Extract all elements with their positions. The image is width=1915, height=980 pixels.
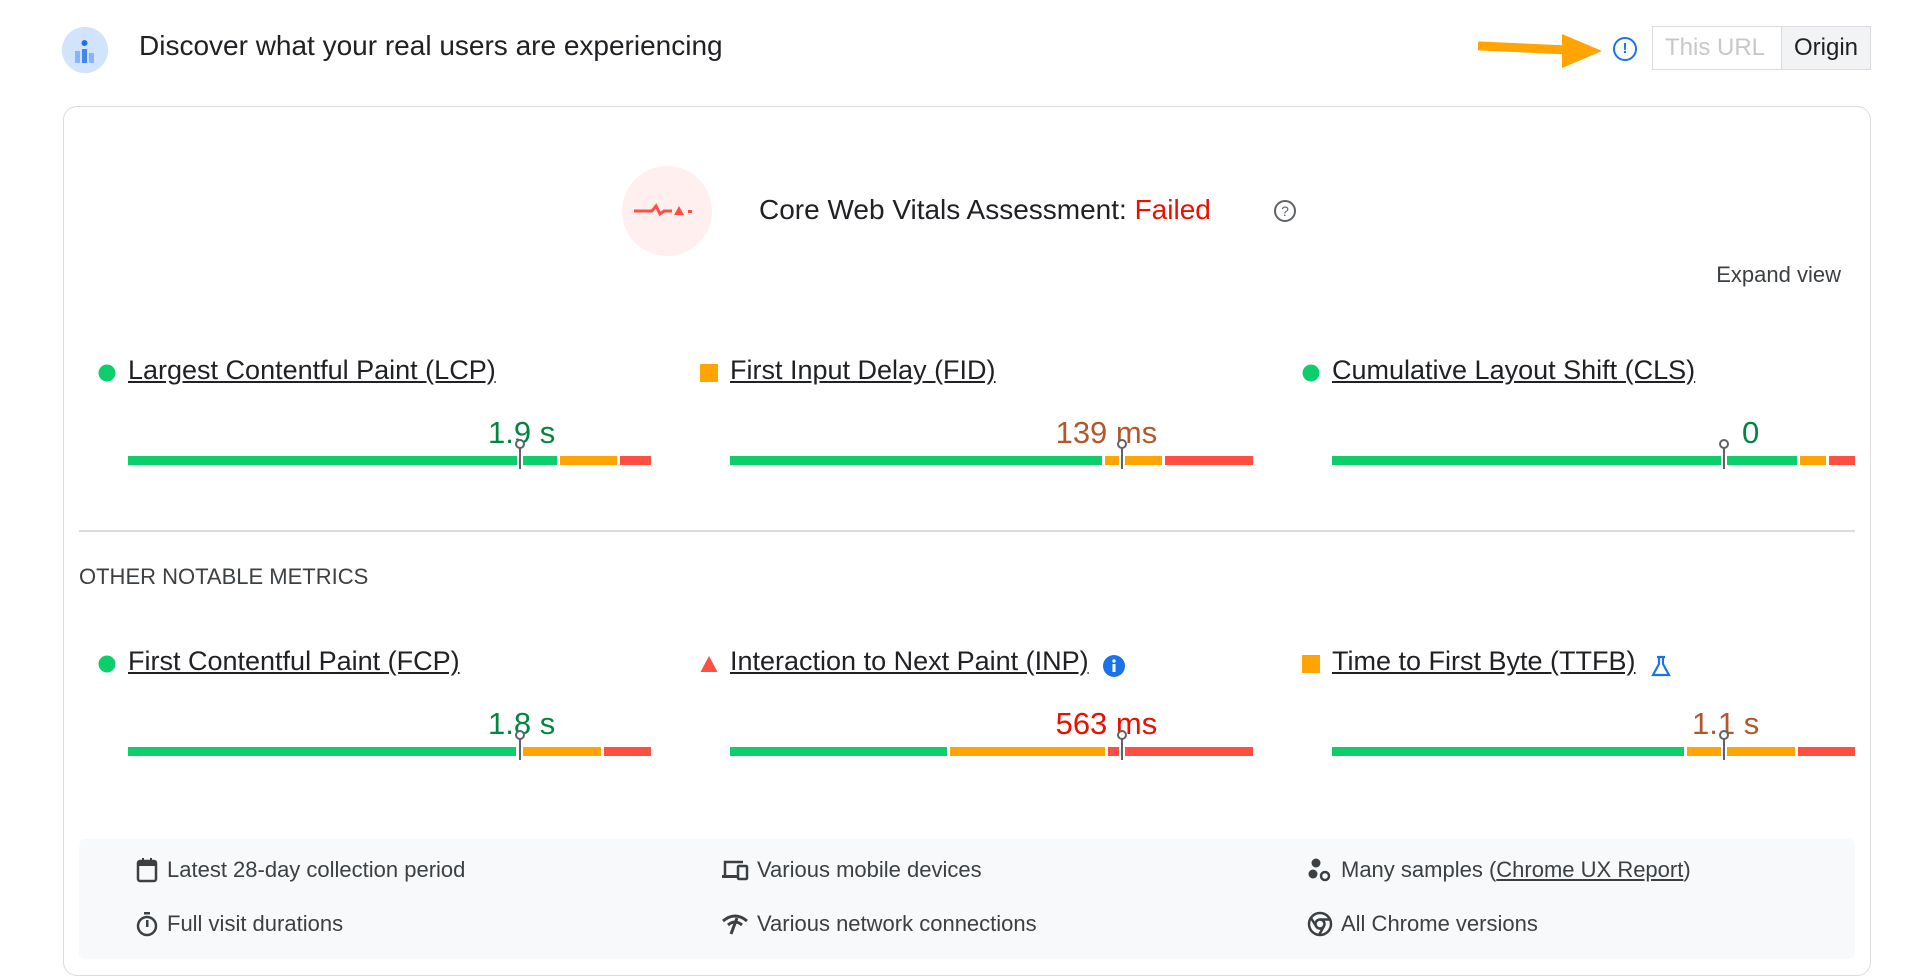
distribution-bar (128, 747, 651, 756)
tab-this-url[interactable]: This URL (1652, 26, 1782, 70)
percentile-marker (514, 730, 526, 760)
bar-segment-good (128, 456, 558, 465)
metric-label-row: Time to First Byte (TTFB) (1332, 646, 1672, 677)
samples-text: Many samples (Chrome UX Report) (1341, 857, 1691, 883)
calendar-icon (136, 858, 158, 883)
distribution-bar (730, 747, 1253, 756)
needs-improvement-square-icon (1302, 655, 1320, 673)
bar-segment-poor (604, 747, 651, 756)
network-icon (722, 914, 748, 935)
expand-view-link[interactable]: Expand view (1716, 262, 1841, 287)
assessment-label: Core Web Vitals Assessment: (759, 194, 1127, 225)
metric-label-row: First Contentful Paint (FCP) (128, 646, 460, 677)
data-info-panel: Latest 28-day collection period Full vis… (79, 839, 1855, 959)
bar-segment-needs-improvement (518, 747, 602, 756)
collection-text: Latest 28-day collection period (167, 857, 466, 882)
bar-segment-good (730, 456, 1103, 465)
divider (79, 530, 1855, 532)
percentile-marker (514, 439, 526, 469)
failed-assessment-icon (622, 166, 712, 256)
chrome-text: All Chrome versions (1341, 911, 1538, 936)
devices-text: Various mobile devices (757, 857, 982, 882)
help-icon[interactable]: ? (1274, 200, 1296, 222)
metric-label[interactable]: Largest Contentful Paint (LCP) (128, 355, 496, 385)
stopwatch-icon (136, 912, 158, 937)
devices: Various mobile devices (721, 857, 982, 883)
bar-segment-poor (1829, 456, 1855, 465)
network: Various network connections (721, 911, 1037, 937)
metric-label[interactable]: Cumulative Layout Shift (CLS) (1332, 355, 1696, 385)
samples-icon (1308, 858, 1331, 882)
network-text: Various network connections (757, 911, 1037, 936)
distribution-bar (1332, 456, 1855, 465)
percentile-marker (1116, 730, 1128, 760)
bar-segment-poor (619, 456, 651, 465)
bar-segment-poor (1798, 747, 1855, 756)
field-data-card (63, 106, 1871, 976)
bar-segment-good (128, 747, 516, 756)
bar-segment-needs-improvement (950, 747, 1106, 756)
metric-label[interactable]: Interaction to Next Paint (INP) (730, 646, 1089, 676)
annotation-arrow-icon (1478, 34, 1602, 68)
samples-prefix: Many samples ( (1341, 857, 1497, 882)
percentile-marker (1718, 730, 1730, 760)
metric-label[interactable]: First Contentful Paint (FCP) (128, 646, 460, 676)
metric-label[interactable]: Time to First Byte (TTFB) (1332, 646, 1636, 676)
bar-segment-poor (1165, 456, 1253, 465)
poor-triangle-icon (700, 656, 718, 672)
bar-segment-needs-improvement (1686, 747, 1796, 756)
assessment-heading: Core Web Vitals Assessment: Failed (759, 194, 1211, 226)
bar-segment-needs-improvement (1105, 456, 1163, 465)
distribution-bar (1332, 747, 1855, 756)
bar-segment-good (1332, 747, 1684, 756)
metric-value: 139 ms (1055, 415, 1158, 450)
metric-label-row: Interaction to Next Paint (INP) (730, 646, 1125, 677)
bar-segment-good (730, 747, 948, 756)
bar-segment-poor (1108, 747, 1253, 756)
good-circle-icon (98, 655, 116, 673)
needs-improvement-square-icon (700, 364, 718, 382)
chrome-ux-report-link[interactable]: Chrome UX Report (1496, 857, 1684, 882)
devices-icon (722, 860, 749, 881)
visit-durations: Full visit durations (135, 911, 343, 937)
percentile-marker (1718, 439, 1730, 469)
durations-text: Full visit durations (167, 911, 344, 936)
tab-origin[interactable]: Origin (1781, 26, 1871, 70)
collection-period: Latest 28-day collection period (135, 857, 465, 883)
bar-segment-needs-improvement (560, 456, 617, 465)
percentile-marker (1116, 439, 1128, 469)
metric-value: 1.8 s (488, 706, 556, 741)
chrome-versions: All Chrome versions (1307, 911, 1538, 937)
bar-segment-needs-improvement (1800, 456, 1827, 465)
other-metrics-heading: OTHER NOTABLE METRICS (79, 564, 369, 589)
good-circle-icon (1302, 364, 1320, 382)
good-circle-icon (98, 364, 116, 382)
samples: Many samples (Chrome UX Report) (1307, 857, 1691, 883)
metric-value: 0 (1742, 415, 1760, 450)
metric-label[interactable]: First Input Delay (FID) (730, 355, 996, 385)
distribution-bar (730, 456, 1253, 465)
metric-value: 1.1 s (1692, 706, 1760, 741)
metric-label-row: Cumulative Layout Shift (CLS) (1332, 355, 1695, 386)
chrome-icon (1307, 911, 1333, 937)
metric-label-row: Largest Contentful Paint (LCP) (128, 355, 496, 386)
info-icon[interactable]: ! (1613, 37, 1637, 61)
info-icon[interactable] (1102, 654, 1125, 677)
crux-logo-icon (62, 27, 108, 73)
flask-icon (1650, 655, 1671, 676)
metric-value: 1.9 s (488, 415, 556, 450)
metric-value: 563 ms (1055, 706, 1158, 741)
distribution-bar (128, 456, 651, 465)
samples-suffix: ) (1683, 857, 1691, 882)
bar-segment-good (1332, 456, 1798, 465)
metric-label-row: First Input Delay (FID) (730, 355, 996, 386)
assessment-status: Failed (1134, 194, 1211, 225)
section-title: Discover what your real users are experi… (139, 30, 723, 61)
